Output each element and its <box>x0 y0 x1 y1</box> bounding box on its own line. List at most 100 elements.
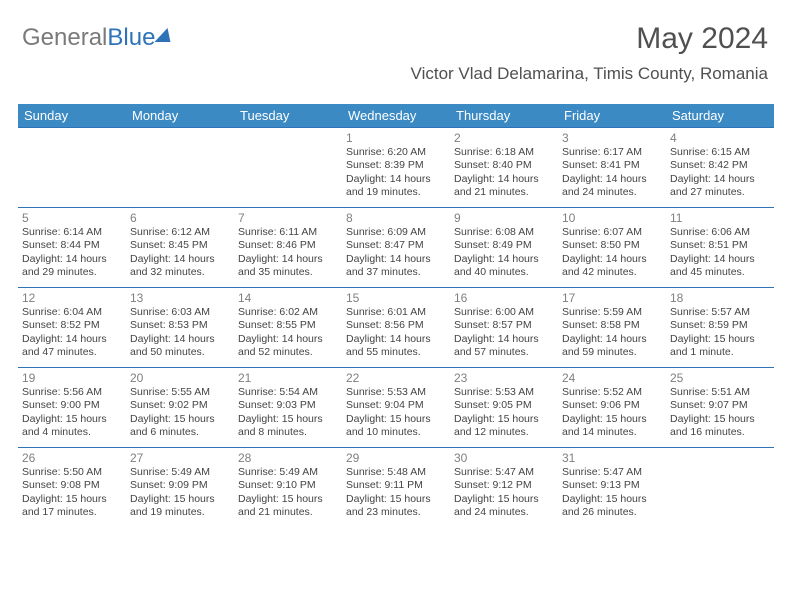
day-number: 15 <box>346 291 446 305</box>
calendar-day-cell: 4Sunrise: 6:15 AMSunset: 8:42 PMDaylight… <box>666 128 774 208</box>
calendar-week-row: 12Sunrise: 6:04 AMSunset: 8:52 PMDayligh… <box>18 288 774 368</box>
calendar-day-cell: 10Sunrise: 6:07 AMSunset: 8:50 PMDayligh… <box>558 208 666 288</box>
location-subtitle: Victor Vlad Delamarina, Timis County, Ro… <box>411 64 768 84</box>
day-number: 18 <box>670 291 770 305</box>
logo-gray: General <box>22 24 107 51</box>
day-number: 2 <box>454 131 554 145</box>
day-info: Sunrise: 6:11 AMSunset: 8:46 PMDaylight:… <box>238 226 338 280</box>
calendar-day-cell: 5Sunrise: 6:14 AMSunset: 8:44 PMDaylight… <box>18 208 126 288</box>
day-number: 12 <box>22 291 122 305</box>
day-info: Sunrise: 6:00 AMSunset: 8:57 PMDaylight:… <box>454 306 554 360</box>
calendar-day-cell: 24Sunrise: 5:52 AMSunset: 9:06 PMDayligh… <box>558 368 666 448</box>
brand-logo: GeneralBlue <box>22 24 173 52</box>
weekday-header: Saturday <box>666 104 774 128</box>
day-info: Sunrise: 5:47 AMSunset: 9:13 PMDaylight:… <box>562 466 662 520</box>
day-number: 7 <box>238 211 338 225</box>
logo-blue: Blue <box>107 24 155 51</box>
calendar-day-cell: 8Sunrise: 6:09 AMSunset: 8:47 PMDaylight… <box>342 208 450 288</box>
day-info: Sunrise: 6:07 AMSunset: 8:50 PMDaylight:… <box>562 226 662 280</box>
calendar-day-cell: 11Sunrise: 6:06 AMSunset: 8:51 PMDayligh… <box>666 208 774 288</box>
day-info: Sunrise: 6:03 AMSunset: 8:53 PMDaylight:… <box>130 306 230 360</box>
day-info: Sunrise: 6:12 AMSunset: 8:45 PMDaylight:… <box>130 226 230 280</box>
day-number: 3 <box>562 131 662 145</box>
day-number: 10 <box>562 211 662 225</box>
day-number: 28 <box>238 451 338 465</box>
day-info: Sunrise: 5:55 AMSunset: 9:02 PMDaylight:… <box>130 386 230 440</box>
calendar-day-cell: 29Sunrise: 5:48 AMSunset: 9:11 PMDayligh… <box>342 448 450 528</box>
calendar-day-cell: 27Sunrise: 5:49 AMSunset: 9:09 PMDayligh… <box>126 448 234 528</box>
calendar-day-cell: 26Sunrise: 5:50 AMSunset: 9:08 PMDayligh… <box>18 448 126 528</box>
calendar-day-cell: 6Sunrise: 6:12 AMSunset: 8:45 PMDaylight… <box>126 208 234 288</box>
day-number: 6 <box>130 211 230 225</box>
day-number: 14 <box>238 291 338 305</box>
day-number: 11 <box>670 211 770 225</box>
day-number: 26 <box>22 451 122 465</box>
calendar-day-cell: 15Sunrise: 6:01 AMSunset: 8:56 PMDayligh… <box>342 288 450 368</box>
day-info: Sunrise: 5:57 AMSunset: 8:59 PMDaylight:… <box>670 306 770 360</box>
weekday-header: Tuesday <box>234 104 342 128</box>
calendar: SundayMondayTuesdayWednesdayThursdayFrid… <box>18 104 774 528</box>
day-number: 27 <box>130 451 230 465</box>
day-number: 22 <box>346 371 446 385</box>
calendar-day-cell: 14Sunrise: 6:02 AMSunset: 8:55 PMDayligh… <box>234 288 342 368</box>
day-info: Sunrise: 6:18 AMSunset: 8:40 PMDaylight:… <box>454 146 554 200</box>
calendar-day-cell: 2Sunrise: 6:18 AMSunset: 8:40 PMDaylight… <box>450 128 558 208</box>
calendar-day-cell: 31Sunrise: 5:47 AMSunset: 9:13 PMDayligh… <box>558 448 666 528</box>
calendar-week-row: 1Sunrise: 6:20 AMSunset: 8:39 PMDaylight… <box>18 128 774 208</box>
day-info: Sunrise: 5:54 AMSunset: 9:03 PMDaylight:… <box>238 386 338 440</box>
calendar-day-cell: 9Sunrise: 6:08 AMSunset: 8:49 PMDaylight… <box>450 208 558 288</box>
calendar-day-cell <box>234 128 342 208</box>
calendar-day-cell: 25Sunrise: 5:51 AMSunset: 9:07 PMDayligh… <box>666 368 774 448</box>
logo-triangle-icon <box>155 28 176 42</box>
weekday-header-row: SundayMondayTuesdayWednesdayThursdayFrid… <box>18 104 774 128</box>
calendar-day-cell: 7Sunrise: 6:11 AMSunset: 8:46 PMDaylight… <box>234 208 342 288</box>
calendar-day-cell <box>18 128 126 208</box>
weekday-header: Monday <box>126 104 234 128</box>
day-number: 21 <box>238 371 338 385</box>
day-number: 29 <box>346 451 446 465</box>
day-number: 19 <box>22 371 122 385</box>
page-title: May 2024 <box>636 22 768 56</box>
calendar-day-cell: 3Sunrise: 6:17 AMSunset: 8:41 PMDaylight… <box>558 128 666 208</box>
weekday-header: Thursday <box>450 104 558 128</box>
day-number: 30 <box>454 451 554 465</box>
day-info: Sunrise: 5:49 AMSunset: 9:09 PMDaylight:… <box>130 466 230 520</box>
calendar-day-cell: 28Sunrise: 5:49 AMSunset: 9:10 PMDayligh… <box>234 448 342 528</box>
calendar-body: 1Sunrise: 6:20 AMSunset: 8:39 PMDaylight… <box>18 128 774 528</box>
day-number: 25 <box>670 371 770 385</box>
day-info: Sunrise: 5:53 AMSunset: 9:04 PMDaylight:… <box>346 386 446 440</box>
day-number: 17 <box>562 291 662 305</box>
day-number: 9 <box>454 211 554 225</box>
day-info: Sunrise: 6:08 AMSunset: 8:49 PMDaylight:… <box>454 226 554 280</box>
calendar-day-cell: 23Sunrise: 5:53 AMSunset: 9:05 PMDayligh… <box>450 368 558 448</box>
calendar-week-row: 5Sunrise: 6:14 AMSunset: 8:44 PMDaylight… <box>18 208 774 288</box>
day-info: Sunrise: 6:14 AMSunset: 8:44 PMDaylight:… <box>22 226 122 280</box>
calendar-day-cell: 17Sunrise: 5:59 AMSunset: 8:58 PMDayligh… <box>558 288 666 368</box>
day-info: Sunrise: 6:15 AMSunset: 8:42 PMDaylight:… <box>670 146 770 200</box>
weekday-header: Friday <box>558 104 666 128</box>
day-number: 4 <box>670 131 770 145</box>
day-info: Sunrise: 6:17 AMSunset: 8:41 PMDaylight:… <box>562 146 662 200</box>
day-info: Sunrise: 5:48 AMSunset: 9:11 PMDaylight:… <box>346 466 446 520</box>
calendar-day-cell: 13Sunrise: 6:03 AMSunset: 8:53 PMDayligh… <box>126 288 234 368</box>
day-info: Sunrise: 5:53 AMSunset: 9:05 PMDaylight:… <box>454 386 554 440</box>
calendar-day-cell: 19Sunrise: 5:56 AMSunset: 9:00 PMDayligh… <box>18 368 126 448</box>
day-info: Sunrise: 6:09 AMSunset: 8:47 PMDaylight:… <box>346 226 446 280</box>
calendar-table: SundayMondayTuesdayWednesdayThursdayFrid… <box>18 104 774 528</box>
calendar-day-cell: 12Sunrise: 6:04 AMSunset: 8:52 PMDayligh… <box>18 288 126 368</box>
weekday-header: Wednesday <box>342 104 450 128</box>
day-number: 16 <box>454 291 554 305</box>
day-info: Sunrise: 5:52 AMSunset: 9:06 PMDaylight:… <box>562 386 662 440</box>
day-number: 20 <box>130 371 230 385</box>
day-info: Sunrise: 6:04 AMSunset: 8:52 PMDaylight:… <box>22 306 122 360</box>
calendar-day-cell: 21Sunrise: 5:54 AMSunset: 9:03 PMDayligh… <box>234 368 342 448</box>
calendar-week-row: 19Sunrise: 5:56 AMSunset: 9:00 PMDayligh… <box>18 368 774 448</box>
day-number: 13 <box>130 291 230 305</box>
calendar-day-cell: 22Sunrise: 5:53 AMSunset: 9:04 PMDayligh… <box>342 368 450 448</box>
day-info: Sunrise: 5:50 AMSunset: 9:08 PMDaylight:… <box>22 466 122 520</box>
weekday-header: Sunday <box>18 104 126 128</box>
calendar-week-row: 26Sunrise: 5:50 AMSunset: 9:08 PMDayligh… <box>18 448 774 528</box>
day-number: 31 <box>562 451 662 465</box>
day-number: 8 <box>346 211 446 225</box>
calendar-day-cell <box>666 448 774 528</box>
